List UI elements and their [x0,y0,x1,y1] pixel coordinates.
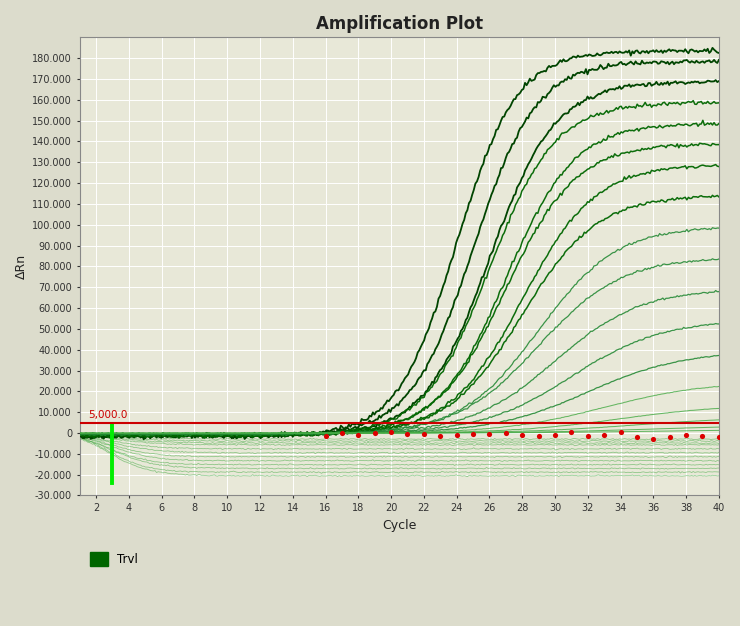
Legend: Trvl: Trvl [86,547,143,571]
Point [385,427,397,437]
Point [533,431,545,441]
Point [631,432,643,442]
Point [517,430,528,440]
Title: Amplification Plot: Amplification Plot [316,15,482,33]
Point [713,432,724,442]
Point [483,429,495,439]
Point [680,430,692,440]
Y-axis label: ΔRn: ΔRn [15,254,28,279]
Point [615,428,627,438]
Point [664,431,676,441]
Point [648,434,659,444]
Point [500,428,512,438]
Point [696,431,708,441]
X-axis label: Cycle: Cycle [382,519,417,531]
Text: 5,000.0: 5,000.0 [88,411,127,421]
Point [434,431,446,441]
Point [320,431,332,441]
Point [582,431,593,441]
Point [549,430,561,440]
Point [402,429,414,439]
Point [565,428,577,438]
Point [369,428,380,438]
Point [418,429,430,439]
Point [467,429,479,439]
Point [598,429,610,439]
Point [352,429,364,439]
Point [336,428,348,438]
Point [451,431,462,441]
